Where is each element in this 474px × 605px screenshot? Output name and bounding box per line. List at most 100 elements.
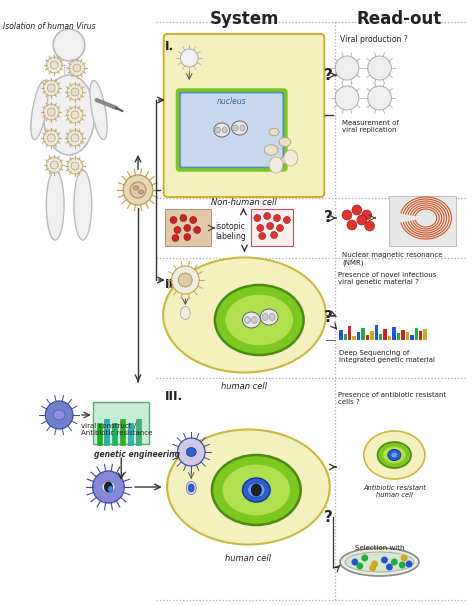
Bar [388, 336, 392, 340]
Circle shape [184, 234, 191, 241]
Ellipse shape [251, 484, 261, 496]
Circle shape [44, 130, 59, 146]
Text: System: System [210, 10, 279, 28]
Circle shape [190, 217, 197, 223]
Ellipse shape [243, 312, 260, 328]
Bar [112, 423, 117, 445]
Ellipse shape [260, 309, 278, 325]
Ellipse shape [104, 482, 112, 492]
Ellipse shape [262, 313, 268, 321]
Circle shape [357, 215, 367, 225]
Text: III.: III. [164, 390, 183, 403]
Bar [423, 329, 427, 340]
Bar [415, 328, 418, 340]
FancyBboxPatch shape [180, 92, 284, 168]
Ellipse shape [284, 150, 298, 166]
Bar [120, 419, 125, 445]
Circle shape [361, 555, 368, 561]
Ellipse shape [269, 157, 283, 173]
Circle shape [399, 561, 406, 569]
FancyBboxPatch shape [164, 209, 211, 246]
Text: Read-out: Read-out [356, 10, 442, 28]
Circle shape [123, 175, 153, 205]
Circle shape [347, 220, 357, 230]
Text: Viral production ?: Viral production ? [340, 35, 408, 44]
Bar [397, 333, 400, 340]
Ellipse shape [214, 123, 230, 137]
Circle shape [264, 212, 271, 220]
Circle shape [71, 134, 79, 142]
Ellipse shape [186, 482, 196, 494]
Circle shape [335, 56, 359, 80]
Circle shape [257, 224, 264, 232]
Ellipse shape [225, 294, 294, 346]
Circle shape [381, 557, 388, 563]
Text: II.: II. [164, 278, 178, 291]
Circle shape [368, 86, 392, 110]
Circle shape [273, 215, 281, 221]
Circle shape [177, 438, 205, 466]
Circle shape [362, 210, 372, 220]
Ellipse shape [74, 170, 91, 240]
Ellipse shape [46, 170, 64, 240]
Bar [357, 332, 360, 340]
Circle shape [254, 215, 261, 221]
Circle shape [283, 217, 290, 223]
Ellipse shape [264, 145, 278, 155]
Circle shape [67, 107, 83, 123]
Ellipse shape [364, 431, 425, 479]
Ellipse shape [215, 127, 220, 133]
Ellipse shape [167, 430, 330, 544]
Ellipse shape [245, 316, 250, 324]
Circle shape [371, 560, 378, 567]
Circle shape [391, 558, 398, 566]
Ellipse shape [108, 486, 113, 492]
Bar [374, 325, 378, 340]
Bar [366, 335, 369, 340]
FancyBboxPatch shape [92, 402, 149, 444]
Text: ?: ? [324, 68, 333, 82]
Bar [401, 330, 405, 340]
Ellipse shape [181, 307, 190, 319]
Ellipse shape [232, 121, 247, 135]
Ellipse shape [90, 80, 107, 140]
Circle shape [184, 224, 191, 232]
Bar [419, 331, 422, 340]
Circle shape [351, 558, 358, 566]
Circle shape [53, 29, 85, 61]
Circle shape [47, 108, 55, 116]
Circle shape [365, 221, 374, 231]
Bar [128, 423, 133, 445]
Text: I.: I. [164, 40, 174, 53]
Text: Presence of novel infectious
viral genetic material ?: Presence of novel infectious viral genet… [338, 272, 437, 285]
Circle shape [335, 86, 359, 110]
Circle shape [172, 266, 199, 294]
Ellipse shape [188, 484, 194, 492]
Circle shape [181, 49, 198, 67]
Ellipse shape [186, 448, 196, 457]
Circle shape [50, 161, 58, 169]
Circle shape [386, 563, 393, 571]
Text: nucleus: nucleus [217, 97, 246, 106]
Text: Antibiotic resistant
human cell: Antibiotic resistant human cell [363, 485, 426, 498]
Text: isotopic
labeling: isotopic labeling [215, 222, 246, 241]
Bar [406, 332, 409, 340]
Circle shape [71, 88, 79, 96]
Bar [392, 327, 396, 340]
Text: Presence of antibiotic resistant
cells ?: Presence of antibiotic resistant cells ? [338, 392, 447, 405]
Circle shape [342, 210, 352, 220]
Bar [379, 334, 383, 340]
Text: viral construct /
Antibiotic resistance: viral construct / Antibiotic resistance [81, 423, 152, 436]
Text: Deep Sequencing of
integrated genetic material: Deep Sequencing of integrated genetic ma… [339, 350, 435, 363]
Ellipse shape [243, 478, 270, 502]
Circle shape [194, 226, 201, 234]
Bar [64, 67, 74, 75]
Bar [383, 329, 387, 340]
Bar [136, 419, 141, 445]
Ellipse shape [340, 548, 419, 576]
Circle shape [271, 232, 277, 238]
Ellipse shape [134, 186, 138, 190]
Ellipse shape [279, 137, 291, 146]
Circle shape [352, 205, 362, 215]
Circle shape [174, 226, 181, 234]
